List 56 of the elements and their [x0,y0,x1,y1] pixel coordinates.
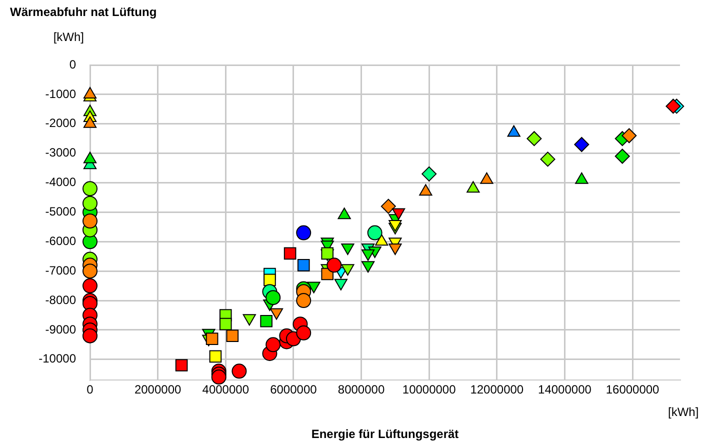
x-axis-title: Energie für Lüftungsgerät [311,427,459,441]
point [326,258,342,273]
point [226,330,239,342]
x-tick-label: 2000000 [134,382,182,397]
point [296,225,312,240]
point [82,278,98,294]
point [296,325,312,340]
point [82,328,98,344]
y-axis-title: Wärmeabfuhr nat Lüftung [10,5,157,19]
y-tick-label: -5000 [45,204,76,219]
point [82,214,98,229]
x-tick-label: 0 [86,382,94,397]
point [422,166,437,182]
point [296,293,312,308]
point [622,128,637,144]
point [380,198,396,214]
point [297,259,310,272]
y-tick-label: -3000 [45,146,76,160]
point [82,196,98,211]
point [614,148,630,164]
text: [kWh] [53,30,84,44]
point [82,264,98,279]
point [574,136,590,152]
point [266,337,281,352]
text: [kWh] [668,405,699,419]
point [284,247,296,260]
y-tick-label: -7000 [45,263,76,278]
point [540,152,556,167]
point [266,290,281,306]
y-tick-label: -6000 [45,234,76,248]
y-tick-label: -10000 [38,352,76,366]
x-tick-label: 6000000 [270,382,318,397]
point [82,181,98,196]
x-tick-label: 16000000 [606,382,660,397]
point [219,318,232,330]
point [264,274,276,286]
point [260,314,272,328]
y-tick-label: -1000 [45,86,76,101]
y-tick-label: -9000 [45,322,76,336]
y-tick-label: -2000 [45,116,76,130]
y-tick-label: 0 [69,57,76,72]
point [666,98,681,114]
x-tick-label: 4000000 [202,382,250,397]
x-tick-label: 14000000 [538,382,592,397]
point [232,364,247,379]
x-tick-label: 8000000 [338,382,385,397]
y-tick-label: -4000 [45,175,76,190]
point [211,370,226,385]
point [209,350,222,363]
x-tick-label: 12000000 [470,382,524,397]
point [206,332,218,345]
point [526,131,542,146]
y-tick-label: -8000 [45,292,76,307]
point [175,359,188,372]
x-tick-label: 10000000 [402,382,456,397]
point [367,225,382,240]
